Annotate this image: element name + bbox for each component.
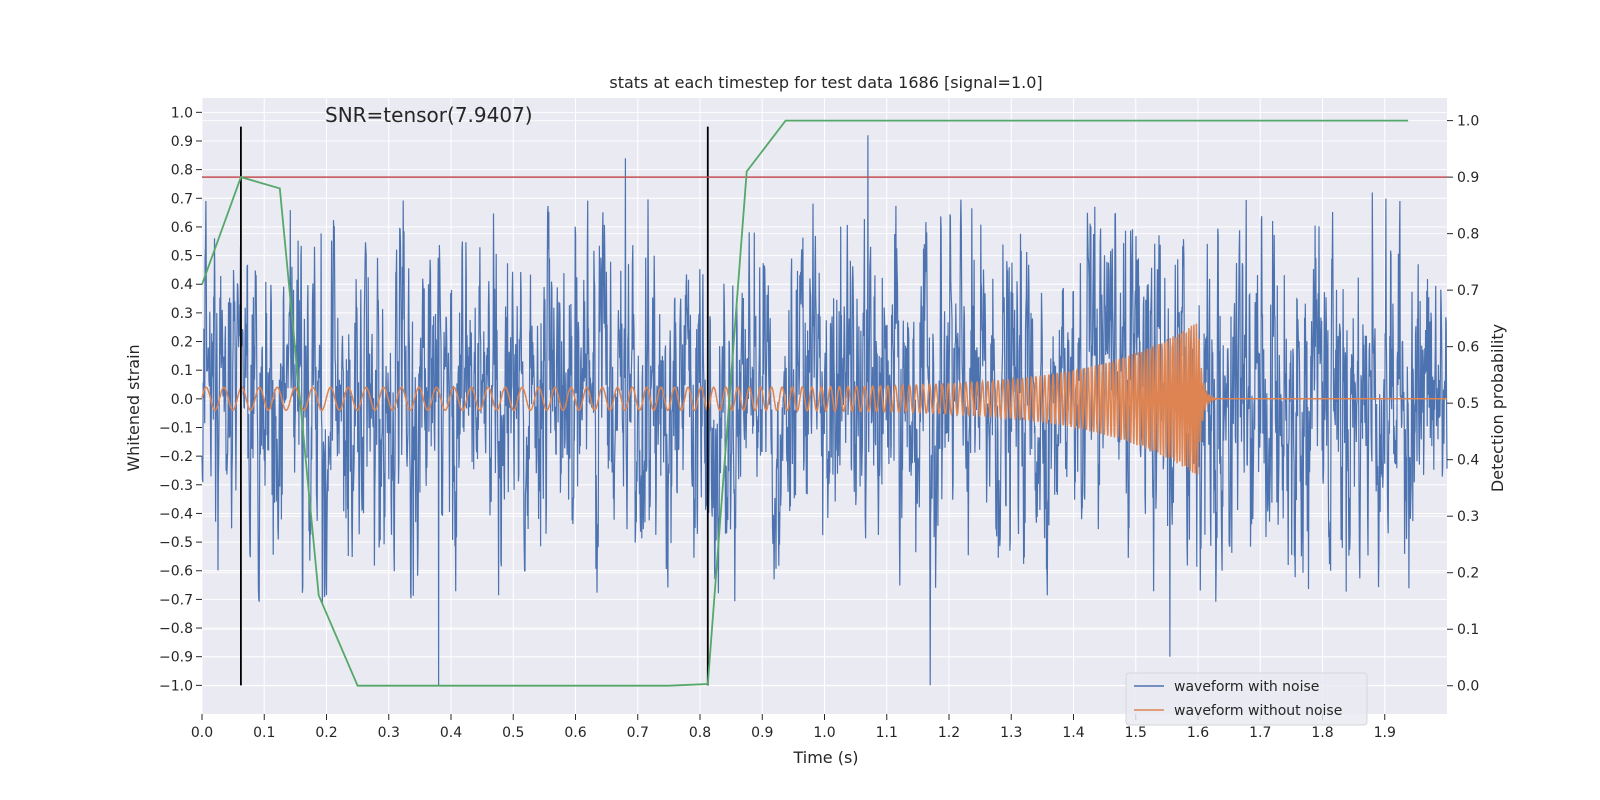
x-tick-label: 1.2 — [938, 725, 960, 741]
clean-waveform-line — [201, 323, 1447, 475]
x-tick-label: 0.8 — [689, 725, 711, 741]
x-tick-label: 1.4 — [1062, 725, 1084, 741]
x-tick-label: 1.8 — [1311, 725, 1333, 741]
x-tick-label: 1.6 — [1187, 725, 1209, 741]
x-tick-label: 0.7 — [627, 725, 649, 741]
y-axis-left-label: Whitened strain — [124, 344, 143, 471]
y-right-tick-label: 0.8 — [1457, 227, 1479, 243]
y-right-tick-label: 0.1 — [1457, 622, 1479, 638]
y-left-tick-label: 0.5 — [171, 249, 193, 265]
x-tick-label: 1.9 — [1374, 725, 1396, 741]
left-axis-ticks: 1.0 0.9 0.8 0.7 0.6 0.5 0.4 0.3 0.2 0.1 0.0 −0.1 −0.… — [159, 105, 202, 694]
y-left-tick-label: −0.5 — [159, 535, 193, 551]
chart-title: stats at each timestep for test data 168… — [609, 73, 1042, 92]
x-tick-label: 1.7 — [1249, 725, 1271, 741]
x-tick-label: 0.3 — [378, 725, 400, 741]
y-left-tick-label: −0.1 — [159, 420, 193, 436]
x-tick-label: 1.3 — [1000, 725, 1022, 741]
snr-annotation: SNR=tensor(7.9407) — [325, 103, 533, 127]
y-left-tick-label: 0.9 — [171, 134, 193, 150]
y-left-tick-label: 0.8 — [171, 163, 193, 179]
y-right-tick-label: 0.9 — [1457, 170, 1479, 186]
y-left-tick-label: 0.3 — [171, 306, 193, 322]
x-tick-label: 0.6 — [564, 725, 586, 741]
x-tick-label: 0.0 — [191, 725, 213, 741]
legend-box — [1125, 672, 1368, 726]
x-tick-label: 0.1 — [253, 725, 275, 741]
x-tick-label: 0.5 — [502, 725, 524, 741]
y-right-tick-label: 0.7 — [1457, 283, 1479, 299]
y-left-tick-label: −1.0 — [159, 678, 193, 694]
x-axis-label: Time (s) — [792, 748, 858, 767]
x-tick-label: 1.0 — [813, 725, 835, 741]
y-right-tick-label: 0.5 — [1457, 396, 1479, 412]
y-right-tick-label: 0.0 — [1457, 679, 1479, 695]
y-left-tick-label: 0.4 — [171, 277, 193, 293]
y-left-tick-label: 0.7 — [171, 191, 193, 207]
series-detection-probability — [201, 119, 1409, 687]
legend: waveform with noise waveform without noi… — [1125, 672, 1368, 726]
y-right-tick-label: 0.4 — [1457, 453, 1479, 469]
y-left-tick-label: −0.8 — [159, 621, 193, 637]
y-left-tick-label: −0.4 — [159, 506, 193, 522]
y-right-tick-label: 0.2 — [1457, 566, 1479, 582]
x-tick-label: 1.1 — [876, 725, 898, 741]
x-tick-label: 1.5 — [1125, 725, 1147, 741]
event-markers — [240, 126, 709, 686]
y-left-tick-label: −0.6 — [159, 564, 193, 580]
y-left-tick-label: −0.3 — [159, 478, 193, 494]
right-axis-ticks: 1.0 0.9 0.8 0.7 0.6 0.5 0.4 0.3 0.2 0.1 0.0 — [1447, 114, 1479, 695]
legend-label-clean: waveform without noise — [1174, 703, 1342, 719]
y-right-tick-label: 1.0 — [1457, 114, 1479, 130]
y-left-tick-label: 0.1 — [171, 363, 193, 379]
x-tick-label: 0.4 — [440, 725, 462, 741]
legend-label-noise: waveform with noise — [1174, 679, 1319, 695]
probability-line — [201, 119, 1409, 687]
y-left-tick-label: −0.7 — [159, 592, 193, 608]
y-left-tick-label: −0.9 — [159, 650, 193, 666]
y-left-tick-label: 0.0 — [171, 392, 193, 408]
y-left-tick-label: −0.2 — [159, 449, 193, 465]
y-left-tick-label: 1.0 — [171, 105, 193, 121]
y-right-tick-label: 0.6 — [1457, 340, 1479, 356]
y-left-tick-label: 0.6 — [171, 220, 193, 236]
x-axis-ticks: 0.0 0.1 0.2 0.3 0.4 0.5 0.6 0.7 0.8 0.9 1.0 1.1 1.2 1… — [191, 714, 1396, 741]
x-tick-label: 0.2 — [315, 725, 337, 741]
y-right-tick-label: 0.3 — [1457, 509, 1479, 525]
y-axis-right-label: Detection probability — [1488, 324, 1507, 492]
y-left-tick-label: 0.2 — [171, 335, 193, 351]
x-tick-label: 0.9 — [751, 725, 773, 741]
series-waveform-without-noise — [201, 323, 1447, 475]
